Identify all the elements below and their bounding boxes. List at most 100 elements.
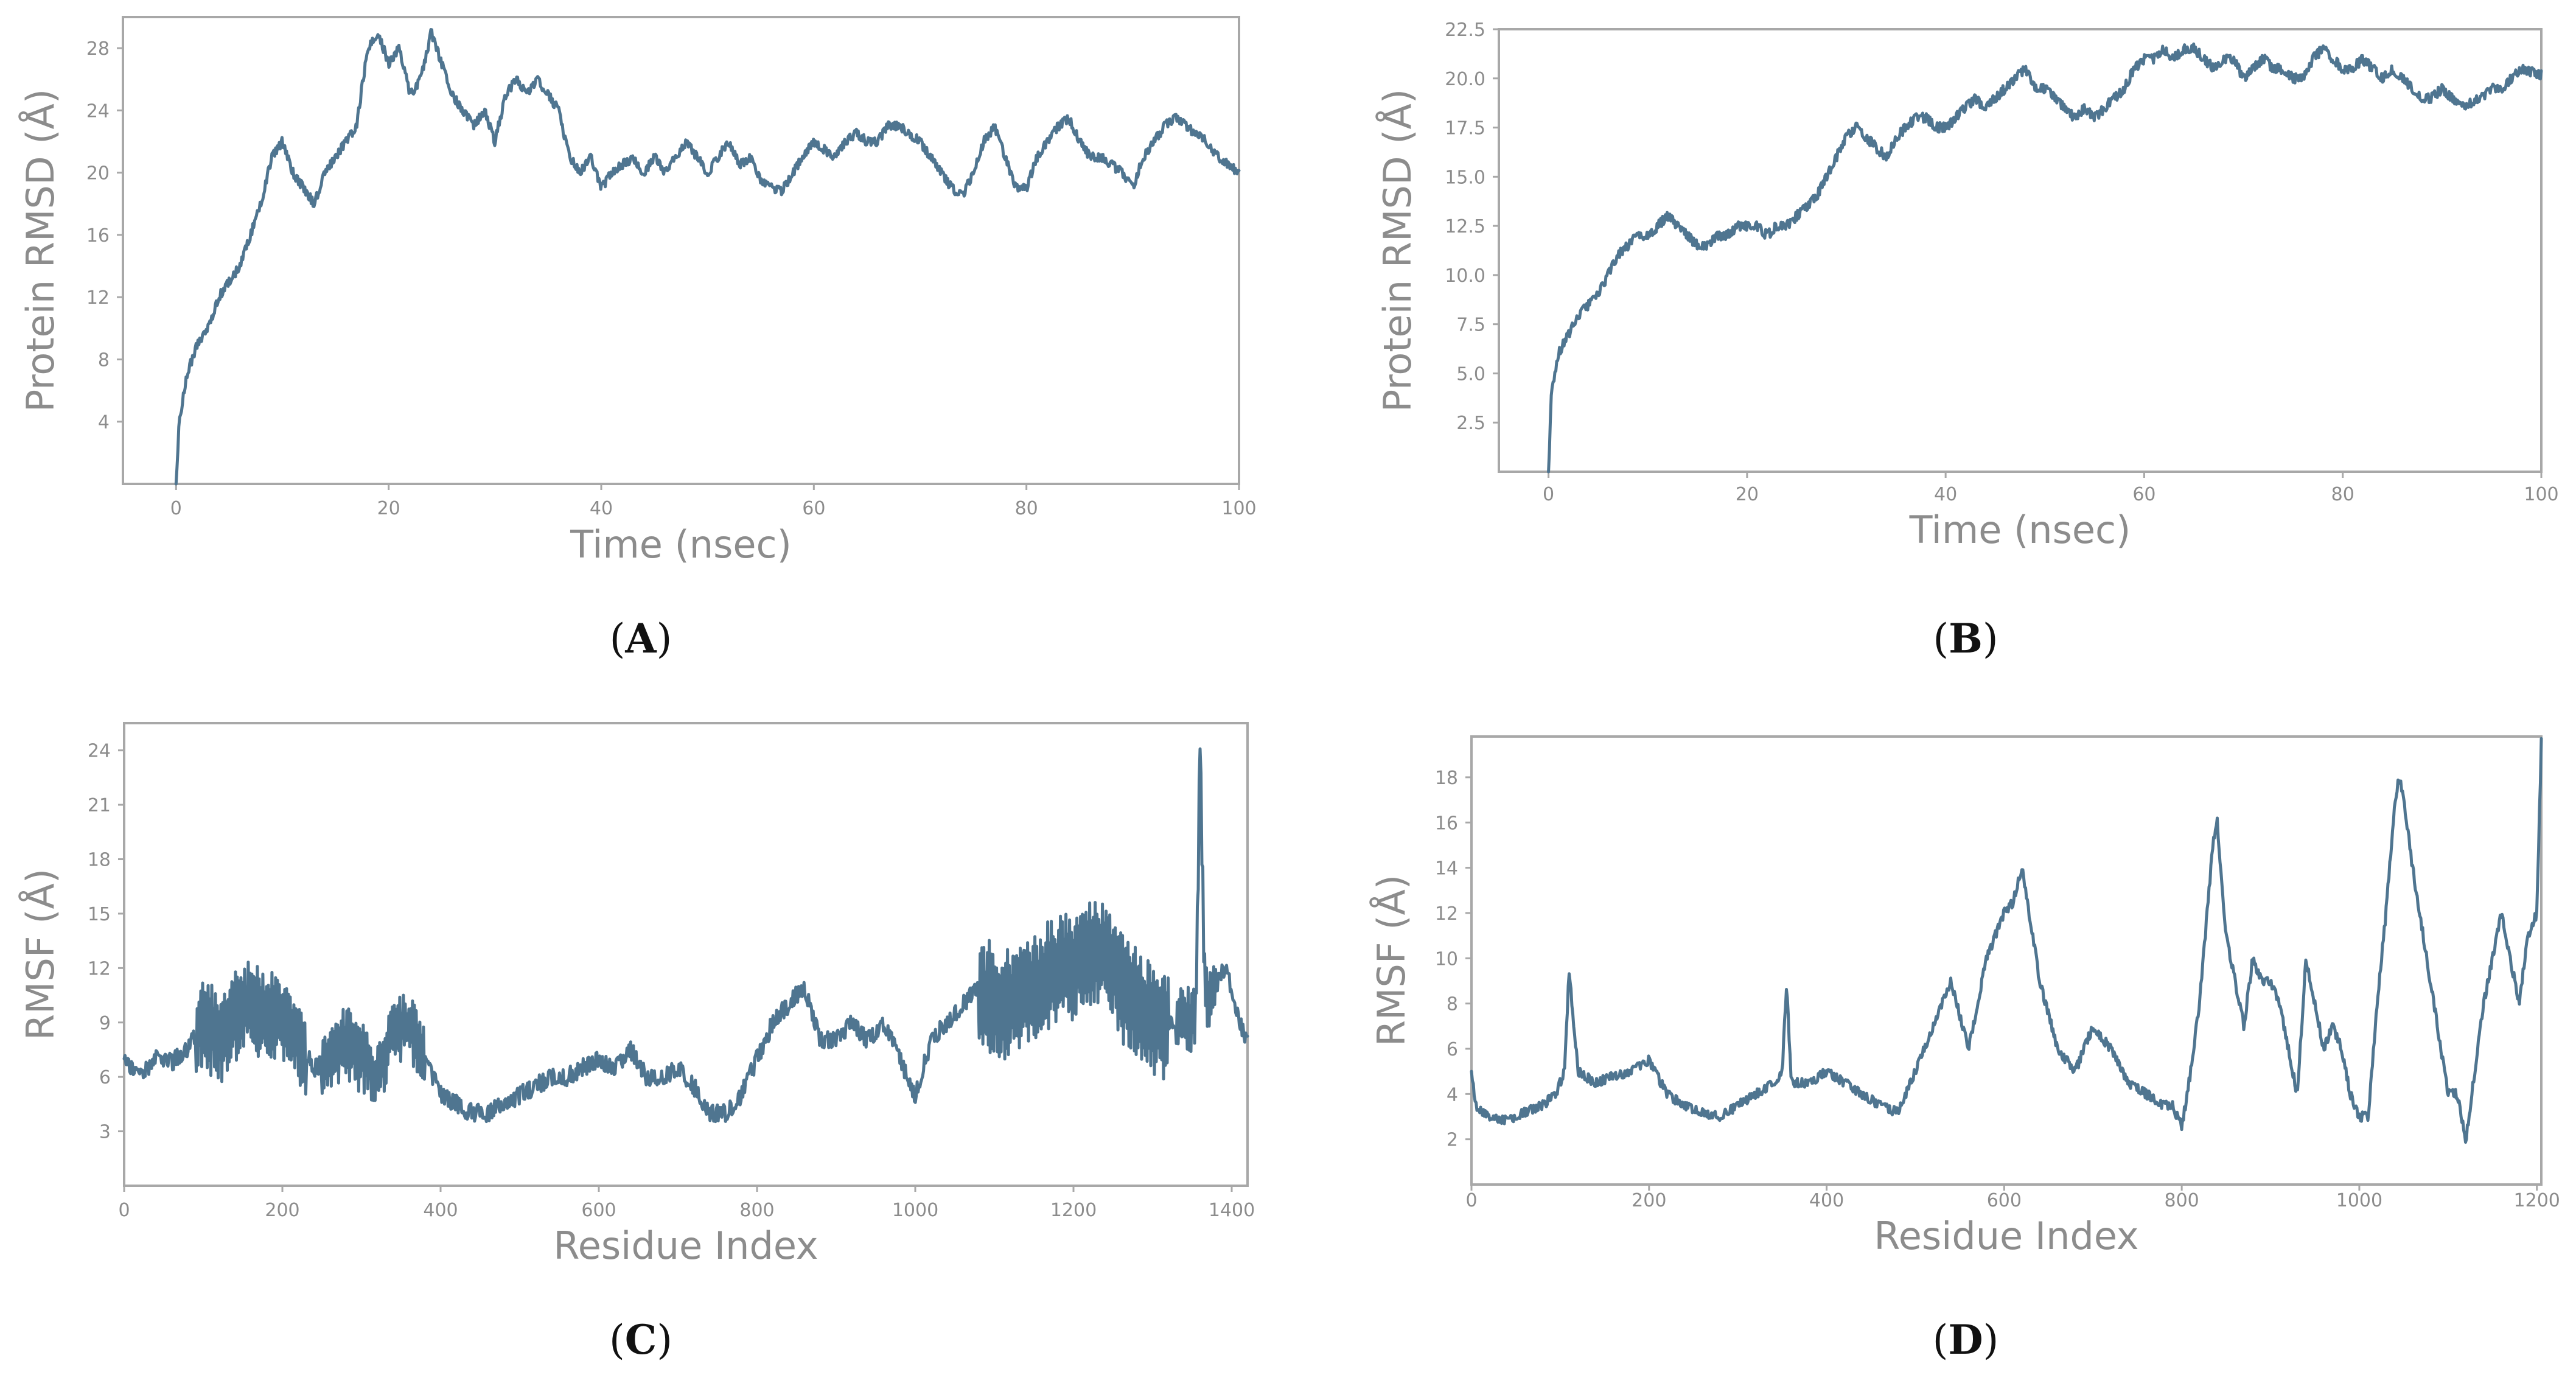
data-point-d [2509,957,2511,959]
plot-frame-c [123,722,1249,1187]
data-point-c [1088,949,1091,951]
data-point-a [430,32,433,34]
data-point-a [707,172,709,174]
data-point-c [281,1012,284,1015]
data-point-d [2518,1003,2521,1005]
data-point-d [2243,1025,2245,1027]
data-point-a [398,47,400,49]
data-point-b [1656,225,1659,227]
data-point-d [2456,1093,2458,1095]
x-tick-label: 800 [2165,1190,2199,1211]
y-tick-label: 10 [1435,948,1458,970]
data-point-b [2361,58,2364,60]
data-point-a [685,141,688,143]
data-point-d [2482,1003,2485,1005]
data-point-c [1199,731,1201,733]
data-point-c [471,1112,473,1115]
data-point-c [170,1061,173,1063]
data-point-b [1551,392,1553,394]
y-tick-label: 2 [1447,1130,1458,1151]
x-tick-label: 40 [590,498,613,519]
data-point-a [313,203,315,205]
data-point-a [909,133,911,135]
data-point-d [2012,900,2014,903]
data-point-a [186,374,188,376]
data-point-a [1227,164,1230,166]
data-point-c [1136,1003,1138,1006]
x-tick-label: 100 [2524,484,2558,505]
x-tick-label: 80 [2331,484,2354,505]
data-point-a [228,281,231,283]
x-tick-label: 0 [170,498,182,519]
data-point-c [962,1003,964,1006]
data-point-d [1785,980,1788,982]
data-point-b [2024,68,2026,70]
data-point-a [1185,125,1187,127]
data-point-b [1766,234,1768,237]
data-point-c [598,1057,600,1060]
data-point-c [1183,1021,1185,1024]
data-point-a [366,47,369,49]
data-point-a [260,203,262,205]
data-point-d [1896,1111,1899,1113]
data-point-d [2180,1127,2183,1129]
data-point-a [728,141,730,143]
data-point-b [2421,97,2423,99]
data-point-a [1206,141,1209,143]
data-point-c [898,1057,901,1060]
data-point-c [408,1021,410,1024]
data-point-b [2044,87,2046,89]
data-point-a [472,125,475,127]
data-point-b [2183,47,2185,50]
data-point-b [1647,234,1649,237]
data-point-b [1806,205,1808,208]
data-point-a [1068,117,1070,119]
data-point-c [250,1003,252,1006]
data-point-c [1041,985,1043,987]
data-point-a [292,172,295,174]
data-point-d [2429,980,2432,982]
data-point-b [2381,77,2384,80]
panel-c: 0 200 400 600 800 1000 1200 1400 3 6 9 12 15 18 21 24 Re… [0,694,1288,1386]
data-point-d [2252,957,2254,959]
x-tick-label: 200 [1632,1190,1666,1211]
data-point-c [993,1003,996,1006]
data-point-a [207,327,209,329]
data-point-b [1696,244,1698,247]
data-point-b [2431,97,2434,99]
data-point-b [2372,68,2374,70]
data-point-c [202,1021,204,1024]
data-point-b [2084,107,2086,109]
data-point-c [867,1040,869,1042]
series-line-b [1547,42,2543,474]
data-point-a [1014,187,1017,189]
data-point-c [756,1057,758,1060]
data-point-c [265,1021,268,1024]
data-point-d [2398,776,2401,779]
data-point-c [882,1021,885,1024]
data-point-c [439,1094,442,1096]
data-point-d [1612,1075,1614,1077]
data-point-b [1915,116,1917,119]
data-point-b [2312,58,2314,60]
data-point-a [409,94,411,96]
data-point-d [1950,980,1952,982]
data-point-a [930,156,932,158]
data-point-d [2358,1116,2361,1118]
data-point-c [123,1057,125,1060]
data-point-b [2034,87,2036,89]
data-point-a [345,141,347,143]
data-point-a [749,156,752,158]
data-point-b [2302,77,2305,80]
chart-b-svg: 0 20 40 60 80 100 2.5 5.0 7.5 10.0 12.5 15.0 17.5 20.… [1375,19,2559,552]
data-point-b [1587,303,1590,306]
data-point-a [250,234,252,236]
data-point-a [1153,141,1155,143]
y-tick-label: 5.0 [1456,363,1485,385]
data-point-d [2003,912,2005,914]
data-point-c [1195,1003,1198,1006]
y-tick-label: 8 [1447,994,1458,1015]
y-tick-label: 8 [98,349,110,371]
data-point-c [772,1021,774,1024]
